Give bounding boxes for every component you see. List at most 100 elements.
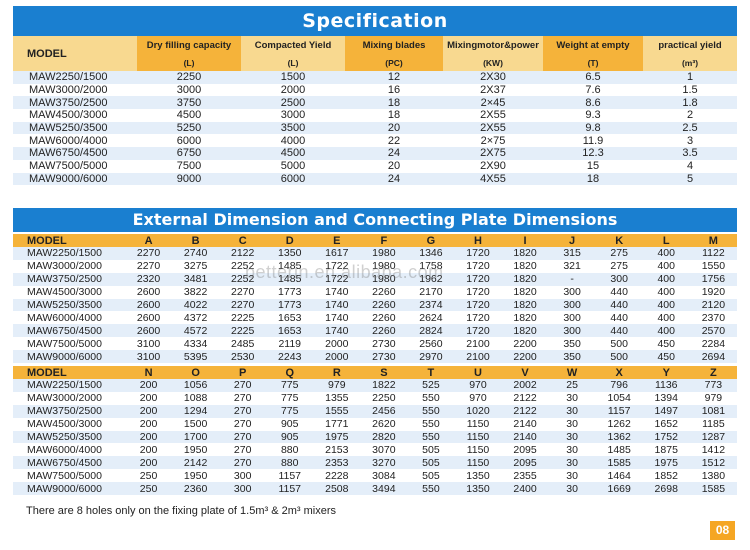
table-row: MAW4500/3000 200 1500 270 905 1771 2620 550 1150… xyxy=(13,417,737,431)
table-cell: 200 xyxy=(125,443,173,457)
table-cell: 440 xyxy=(595,311,643,325)
table-cell: 1722 xyxy=(313,259,361,273)
table-cell: 270 xyxy=(219,379,267,392)
table-cell: 2×45 xyxy=(443,96,543,110)
table-cell: 30 xyxy=(548,469,596,483)
column-header: practical yield xyxy=(643,36,737,55)
table-row: MAW9000/6000 250 2360 300 1157 2508 3494 550 135… xyxy=(13,482,737,496)
table-cell: 500 xyxy=(595,337,643,351)
model-name-cell: MAW9000/6000 xyxy=(13,350,126,364)
table-cell: 1720 xyxy=(454,324,502,338)
table-cell: 1 xyxy=(643,71,737,84)
model-column-header: MODEL xyxy=(13,234,126,247)
table-cell: 1950 xyxy=(172,443,220,457)
column-unit: (m³) xyxy=(643,55,737,71)
table-cell: 200 xyxy=(125,404,173,418)
table-cell: 2730 xyxy=(360,350,408,364)
table-cell: 2360 xyxy=(172,482,220,496)
column-header: Mixingmotor&power xyxy=(443,36,543,55)
table-cell: 18 xyxy=(345,109,443,122)
table-cell: 1820 xyxy=(501,285,549,299)
table-cell: 25 xyxy=(548,379,596,392)
table-cell: 4500 xyxy=(137,109,241,122)
table-cell: 1136 xyxy=(642,379,690,392)
table-cell: 1157 xyxy=(266,469,314,483)
model-name-cell: MAW7500/5000 xyxy=(13,469,126,483)
model-name-cell: MAW6000/4000 xyxy=(13,134,137,148)
table-cell: 775 xyxy=(266,391,314,405)
column-unit: (KW) xyxy=(443,55,543,71)
table-cell: 2620 xyxy=(360,417,408,431)
external-dimension-banner: External Dimension and Connecting Plate … xyxy=(13,208,737,232)
table-cell: 5250 xyxy=(137,121,241,135)
table-cell: 775 xyxy=(266,404,314,418)
table-cell: 2260 xyxy=(360,311,408,325)
dimension-table-n-to-z: MODEL N O P Q R S T U V W X Y Z MAW2250/1500 200 1056 270… xyxy=(13,366,737,496)
table-cell: 2370 xyxy=(689,311,737,325)
table-cell: 2095 xyxy=(501,443,549,457)
table-cell: 1875 xyxy=(642,443,690,457)
table-cell: 4000 xyxy=(241,134,345,148)
table-cell: 2694 xyxy=(689,350,737,364)
table-cell: 440 xyxy=(595,298,643,312)
table-cell: 2225 xyxy=(219,311,267,325)
table-cell: 5 xyxy=(643,172,737,186)
table-cell: 300 xyxy=(548,285,596,299)
table-cell: 6000 xyxy=(137,134,241,148)
table-cell: 450 xyxy=(642,350,690,364)
model-name-cell: MAW4500/3000 xyxy=(13,417,126,431)
table-cell: 1262 xyxy=(595,417,643,431)
table-cell: 250 xyxy=(125,482,173,496)
dimension-column-header: T xyxy=(407,366,455,379)
table-cell: 1150 xyxy=(454,417,502,431)
table-row: MAW7500/5000 250 1950 300 1157 2228 3084 505 135… xyxy=(13,469,737,483)
table-cell: 880 xyxy=(266,443,314,457)
table-cell: 5395 xyxy=(172,350,220,364)
table-cell: 1157 xyxy=(266,482,314,496)
model-name-cell: MAW2250/1500 xyxy=(13,247,126,260)
table-row: MAW3750/2500 2320 3481 2252 1485 1722 1980 1962… xyxy=(13,272,737,286)
table-cell: 1500 xyxy=(241,71,345,84)
table-cell: 2X90 xyxy=(443,159,543,173)
table-cell: 2730 xyxy=(360,337,408,351)
table-cell: 550 xyxy=(407,417,455,431)
table-cell: 1980 xyxy=(360,259,408,273)
dimension-column-header: O xyxy=(172,366,220,379)
table-cell: 2228 xyxy=(313,469,361,483)
table-cell: 200 xyxy=(125,456,173,470)
table-cell: 2600 xyxy=(125,324,173,338)
table-cell: 1740 xyxy=(313,298,361,312)
table-cell: 2000 xyxy=(241,83,345,97)
table-cell: 2X55 xyxy=(443,109,543,122)
table-row: MAW2250/1500 2250 1500 12 2X30 6.5 1 xyxy=(13,71,737,84)
table-cell: 1950 xyxy=(172,469,220,483)
table-cell: 1150 xyxy=(454,443,502,457)
table-cell: 275 xyxy=(595,247,643,260)
table-cell: 1975 xyxy=(642,456,690,470)
table-cell: 2600 xyxy=(125,298,173,312)
table-row: MAW5250/3500 200 1700 270 905 1975 2820 550 1150… xyxy=(13,430,737,444)
dimension-column-header: X xyxy=(595,366,643,379)
table-cell: 2×75 xyxy=(443,134,543,148)
table-cell: 1485 xyxy=(266,272,314,286)
dimension-column-header: M xyxy=(689,234,737,247)
table-cell: 2.5 xyxy=(643,121,737,135)
table-cell: 315 xyxy=(548,247,596,260)
table-cell: 1652 xyxy=(642,417,690,431)
table-cell: 400 xyxy=(642,324,690,338)
table-cell: 2320 xyxy=(125,272,173,286)
table-cell: 2624 xyxy=(407,311,455,325)
table-cell: 2000 xyxy=(313,337,361,351)
table-cell: 1756 xyxy=(689,272,737,286)
dimension-column-header: Q xyxy=(266,366,314,379)
model-name-cell: MAW3000/2000 xyxy=(13,259,126,273)
table-cell: 30 xyxy=(548,430,596,444)
table-cell: 2820 xyxy=(360,430,408,444)
table-cell: 4572 xyxy=(172,324,220,338)
dimension-column-header: I xyxy=(501,234,549,247)
table-cell: 1485 xyxy=(266,259,314,273)
table-cell: 24 xyxy=(345,147,443,160)
table-cell: 9.3 xyxy=(543,109,643,122)
model-name-cell: MAW6750/4500 xyxy=(13,456,126,470)
table-row: MAW5250/3500 2600 4022 2270 1773 1740 2260 2374… xyxy=(13,298,737,312)
